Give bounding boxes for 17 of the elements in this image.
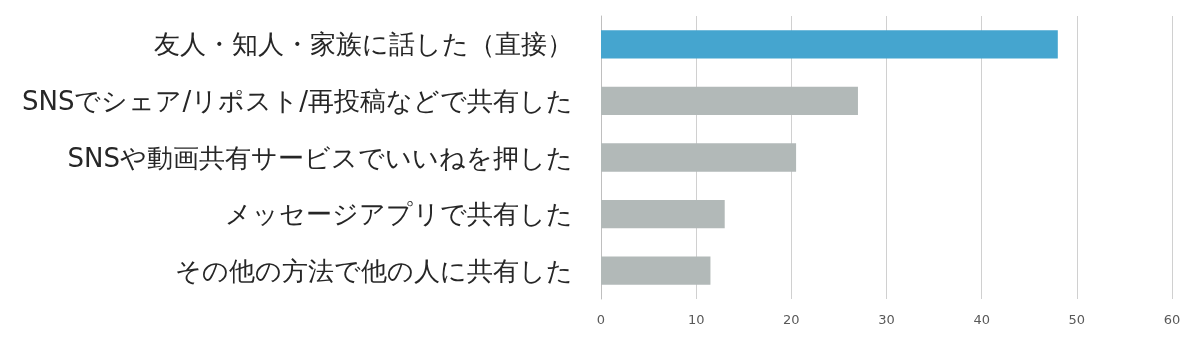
bar [601, 86, 858, 116]
x-tick-label: 40 [973, 312, 990, 327]
x-tick-label: 10 [687, 312, 705, 327]
x-tick-label: 50 [1068, 312, 1086, 327]
x-tick-label: 0 [596, 312, 606, 327]
bar [601, 256, 711, 285]
y-tick-label: SNSや動画共有サービスでいいねを押した [67, 142, 573, 173]
x-tick-label: 20 [783, 312, 800, 327]
y-tick-label: SNSでシェア/リポスト/再投稿などで共有した [22, 85, 573, 116]
y-tick-label: その他の方法で他の人に共有した [175, 255, 573, 286]
x-tick-label: 30 [878, 312, 895, 327]
bar [601, 30, 1058, 59]
y-tick-label: メッセージアプリで共有した [225, 199, 573, 230]
x-tick-label: 60 [1163, 312, 1181, 327]
y-tick-label: 友人・知人・家族に話した（直接） [154, 29, 573, 60]
bar [601, 143, 797, 172]
bar [601, 199, 725, 229]
